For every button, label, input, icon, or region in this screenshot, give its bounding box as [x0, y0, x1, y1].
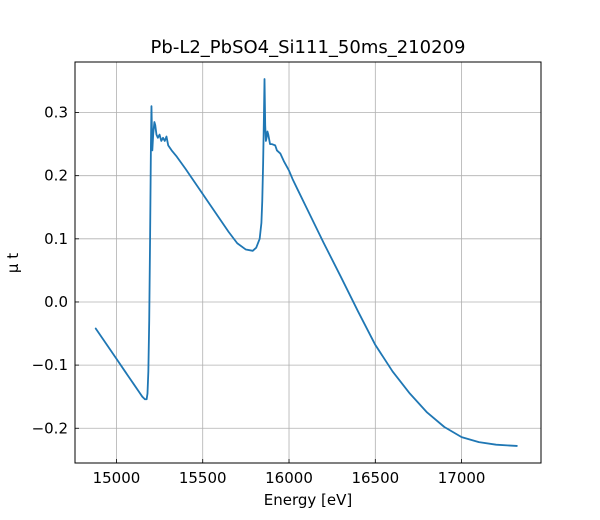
y-tick-label: 0.3: [44, 104, 68, 122]
y-tick-label: −0.2: [32, 419, 68, 437]
x-tick-label: 15000: [93, 469, 141, 487]
x-tick-label: 16000: [265, 469, 313, 487]
y-tick-label: −0.1: [32, 356, 68, 374]
plot-area: [94, 78, 518, 447]
y-tick-label: 0.1: [44, 230, 68, 248]
x-tick-label: 15500: [179, 469, 227, 487]
x-axis-label: Energy [eV]: [264, 491, 352, 509]
x-tick-label: 17000: [438, 469, 486, 487]
chart-title: Pb-L2_PbSO4_Si111_50ms_210209: [151, 37, 466, 58]
y-tick-label: 0.0: [44, 293, 68, 311]
series-line: [94, 78, 518, 447]
y-tick-label: 0.2: [44, 167, 68, 185]
y-axis-label: μ t: [4, 253, 22, 273]
grid: [75, 62, 541, 463]
plot-frame: [74, 61, 542, 464]
x-tick-label: 16500: [351, 469, 399, 487]
axis-ticks: 15000 15500 16000 16500 17000 −0.2 −0.1 0.0 0.1 0…: [32, 104, 486, 487]
